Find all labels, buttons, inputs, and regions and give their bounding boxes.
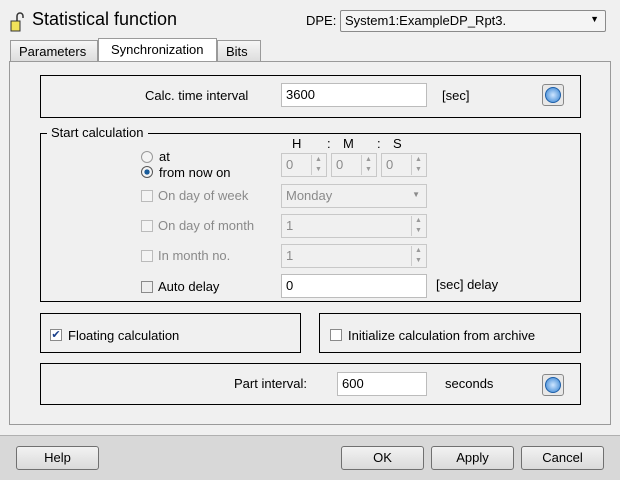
auto-delay-unit: [sec] delay	[436, 277, 499, 292]
interval-label: Calc. time interval	[145, 88, 249, 103]
tab-panel	[9, 61, 611, 425]
separator: :	[377, 136, 381, 151]
clock-icon[interactable]	[542, 84, 564, 106]
dpe-select[interactable]: System1:ExampleDP_Rpt3. ▼	[340, 10, 606, 32]
spin-arrows-icon[interactable]: ▲ ▼	[361, 155, 375, 175]
minute-spinbox[interactable]: 0 ▲ ▼	[331, 153, 377, 177]
spin-arrows-icon[interactable]: ▲ ▼	[411, 216, 425, 236]
start-group-label: Start calculation	[47, 125, 148, 140]
spin-arrows-icon[interactable]: ▲ ▼	[411, 155, 425, 175]
day-of-week-label: On day of week	[158, 188, 249, 203]
part-interval-label: Part interval:	[234, 376, 307, 391]
second-header: S	[393, 136, 402, 151]
minute-header: M	[343, 136, 354, 151]
auto-delay-label: Auto delay	[158, 279, 220, 294]
part-interval-box	[40, 363, 581, 405]
init-archive-box	[319, 313, 581, 353]
lock-icon	[10, 12, 24, 32]
auto-delay-checkbox[interactable]	[141, 281, 153, 293]
tab-synchronization[interactable]: Synchronization	[98, 38, 217, 62]
interval-box	[40, 75, 581, 118]
day-of-month-label: On day of month	[158, 218, 255, 233]
tab-parameters[interactable]: Parameters	[10, 40, 98, 62]
day-of-month-checkbox[interactable]	[141, 220, 153, 232]
part-interval-unit: seconds	[445, 376, 494, 391]
second-spinbox[interactable]: 0 ▲ ▼	[381, 153, 427, 177]
auto-delay-input[interactable]: 0	[281, 274, 427, 298]
separator: :	[327, 136, 331, 151]
radio-at[interactable]	[141, 151, 153, 163]
tab-bits[interactable]: Bits	[217, 40, 261, 62]
interval-unit: [sec]	[442, 88, 470, 103]
spin-arrows-icon[interactable]: ▲ ▼	[411, 246, 425, 266]
floating-checkbox[interactable]: ✔	[50, 329, 62, 341]
month-spinbox[interactable]: 1 ▲ ▼	[281, 244, 427, 268]
cancel-button[interactable]: Cancel	[521, 446, 604, 470]
floating-label: Floating calculation	[68, 328, 180, 343]
clock-icon[interactable]	[542, 374, 564, 396]
radio-from-now-on[interactable]	[141, 166, 153, 178]
day-of-week-value: Monday	[286, 188, 333, 203]
dpe-label: DPE:	[306, 13, 337, 28]
chevron-down-icon: ▼	[412, 190, 420, 199]
day-of-week-checkbox[interactable]	[141, 190, 153, 202]
ok-button[interactable]: OK	[341, 446, 424, 470]
month-label: In month no.	[158, 248, 231, 263]
month-value: 1	[286, 248, 294, 263]
day-of-month-value: 1	[286, 218, 294, 233]
month-checkbox[interactable]	[141, 250, 153, 262]
apply-button[interactable]: Apply	[431, 446, 514, 470]
init-archive-checkbox[interactable]	[330, 329, 342, 341]
spin-arrows-icon[interactable]: ▲ ▼	[311, 155, 325, 175]
start-calculation-group	[40, 133, 581, 302]
interval-input[interactable]: 3600	[281, 83, 427, 107]
help-button[interactable]: Help	[16, 446, 99, 470]
dialog-title: Statistical function	[32, 9, 178, 29]
part-interval-input[interactable]: 600	[337, 372, 427, 396]
second-value: 0	[386, 157, 394, 172]
hour-spinbox[interactable]: 0 ▲ ▼	[281, 153, 327, 177]
dpe-value: System1:ExampleDP_Rpt3.	[345, 13, 507, 28]
from-now-label: from now on	[159, 165, 231, 180]
floating-box	[40, 313, 301, 353]
minute-value: 0	[336, 157, 344, 172]
hour-value: 0	[286, 157, 294, 172]
day-of-week-select[interactable]: Monday ▼	[281, 184, 427, 208]
init-archive-label: Initialize calculation from archive	[348, 328, 536, 343]
hour-header: H	[292, 136, 302, 151]
at-label: at	[159, 149, 170, 164]
button-bar	[0, 435, 620, 480]
chevron-down-icon: ▼	[590, 14, 599, 24]
day-of-month-spinbox[interactable]: 1 ▲ ▼	[281, 214, 427, 238]
